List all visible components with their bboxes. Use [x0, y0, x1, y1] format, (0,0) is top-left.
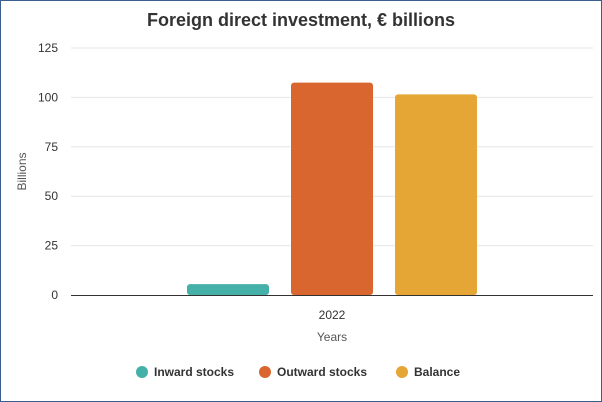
x-tick-label: 2022 [319, 308, 346, 322]
y-tick-label: 100 [38, 90, 58, 104]
legend-marker [259, 366, 271, 378]
legend-item-outward-stocks[interactable]: Outward stocks [259, 365, 367, 379]
x-axis-label: Years [317, 330, 347, 344]
legend-item-balance[interactable]: Balance [396, 365, 460, 379]
bar-inward-stocks [187, 284, 269, 295]
legend-marker [136, 366, 148, 378]
y-tick-label: 50 [45, 189, 59, 203]
y-tick-label: 75 [45, 140, 59, 154]
bar-outward-stocks [291, 82, 373, 295]
y-axis-label: Billions [15, 152, 29, 190]
legend-label: Inward stocks [154, 365, 234, 379]
legend-item-inward-stocks[interactable]: Inward stocks [136, 365, 234, 379]
legend-label: Balance [414, 365, 460, 379]
y-tick-label: 0 [51, 288, 58, 302]
y-axis-ticks: 0 25 50 75 100 125 [38, 41, 58, 302]
legend-label: Outward stocks [277, 365, 367, 379]
x-axis-ticks: 2022 [319, 308, 346, 322]
bar-balance [395, 94, 477, 295]
legend-marker [396, 366, 408, 378]
y-tick-label: 25 [45, 239, 59, 253]
bars [187, 82, 477, 295]
legend: Inward stocks Outward stocks Balance [136, 365, 460, 379]
chart-title: Foreign direct investment, € billions [147, 10, 455, 30]
y-tick-label: 125 [38, 41, 58, 55]
